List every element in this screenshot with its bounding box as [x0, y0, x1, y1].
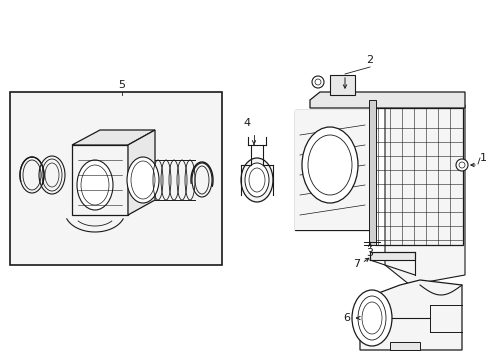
Ellipse shape	[311, 76, 324, 88]
Polygon shape	[72, 145, 128, 215]
Polygon shape	[384, 105, 464, 285]
Ellipse shape	[455, 159, 467, 171]
Polygon shape	[359, 280, 461, 350]
Text: 5: 5	[118, 80, 125, 90]
Polygon shape	[329, 75, 354, 95]
Text: 1: 1	[479, 153, 486, 163]
Ellipse shape	[302, 127, 357, 203]
Polygon shape	[309, 92, 464, 108]
Polygon shape	[128, 130, 155, 215]
Bar	[10, 92, 222, 265]
Text: 2: 2	[366, 55, 373, 65]
Text: 6: 6	[342, 313, 349, 323]
Polygon shape	[72, 130, 155, 145]
Text: 3: 3	[366, 248, 373, 258]
Polygon shape	[294, 110, 369, 230]
Polygon shape	[368, 100, 375, 245]
Ellipse shape	[241, 158, 272, 202]
Ellipse shape	[127, 157, 159, 203]
Polygon shape	[369, 252, 414, 260]
Text: 7: 7	[352, 259, 359, 269]
Text: 4: 4	[243, 118, 250, 128]
Ellipse shape	[244, 163, 268, 197]
Polygon shape	[389, 342, 419, 350]
Ellipse shape	[351, 290, 391, 346]
Ellipse shape	[77, 160, 113, 210]
Polygon shape	[294, 110, 369, 230]
